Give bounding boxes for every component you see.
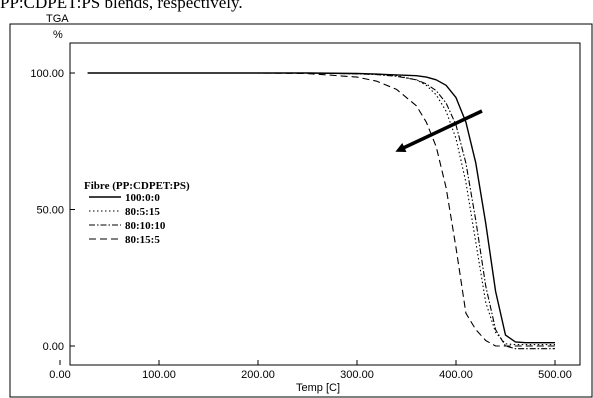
x-tick-label: 200.00	[241, 369, 275, 381]
x-tick-label: 500.00	[538, 369, 572, 381]
caption-text: PP:CDPET:PS blends, respectively.	[0, 0, 243, 12]
y-tick-label: 0.00	[43, 341, 64, 353]
x-axis-ticks: 0.00 100.00 200.00 300.00 400.00 500.00	[49, 360, 572, 381]
legend: Fibre (PP:CDPET:PS) 100:0:0 80:5:15 80:10:…	[84, 180, 190, 246]
plot-area	[69, 42, 581, 366]
x-tick-label: 0.00	[49, 369, 70, 381]
x-axis-title: Temp [C]	[296, 382, 340, 394]
x-tick-label: 300.00	[340, 369, 374, 381]
legend-title: Fibre (PP:CDPET:PS)	[84, 180, 190, 192]
series-line-80-10-10	[87, 72, 555, 350]
trend-arrow	[395, 109, 483, 152]
y-axis-ticks: 0.00 50.00 100.00	[30, 68, 75, 353]
y-axis-unit: %	[53, 29, 63, 41]
legend-label: 80:5:15	[125, 206, 160, 218]
legend-label: 80:10:10	[125, 220, 166, 232]
y-tick-label: 100.00	[30, 68, 64, 80]
series-lines	[87, 72, 555, 350]
x-tick-label: 400.00	[439, 369, 473, 381]
y-tick-label: 50.00	[36, 205, 64, 217]
x-tick-label: 100.00	[142, 369, 176, 381]
y-axis-title: TGA	[46, 13, 69, 25]
outer-frame	[9, 23, 593, 398]
legend-label: 100:0:0	[125, 192, 160, 204]
legend-label: 80:15:5	[125, 234, 160, 246]
series-line-80-15-5	[87, 72, 555, 347]
